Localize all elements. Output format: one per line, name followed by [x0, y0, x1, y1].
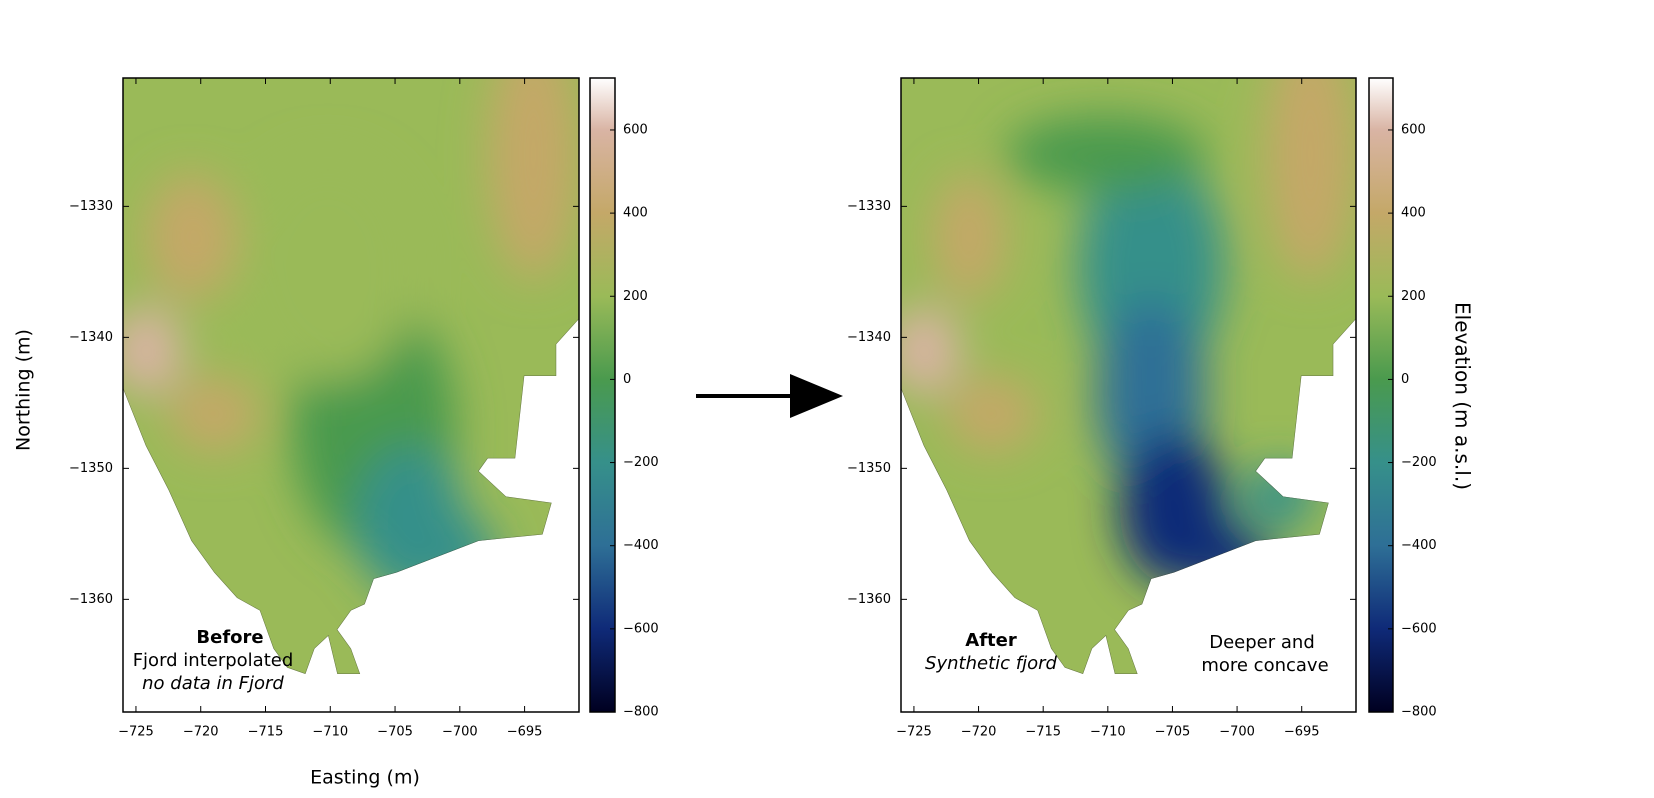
- axes-frame: [122, 77, 580, 713]
- elevation-area: [932, 173, 1006, 300]
- x-tick-label: −700: [1219, 725, 1255, 740]
- x-tick-label: −715: [248, 725, 284, 740]
- colorbar: [1368, 77, 1394, 713]
- x-tick-label: −700: [442, 725, 478, 740]
- elevation-area: [1119, 433, 1229, 586]
- elevation-map: [901, 78, 1356, 674]
- elevation-area: [237, 154, 420, 383]
- annotation: Before: [196, 627, 263, 648]
- colorbar-tick-label: −400: [623, 538, 659, 553]
- colorbar-tick-label: −400: [1401, 538, 1437, 553]
- x-tick-label: −715: [1025, 725, 1061, 740]
- elevation-area: [901, 306, 961, 395]
- colorbar-tick-label: 400: [1401, 206, 1426, 221]
- annotation: more concave: [1201, 655, 1328, 676]
- elevation-area: [1005, 116, 1206, 193]
- y-tick-label: −1340: [847, 330, 891, 345]
- arrow: [696, 374, 843, 418]
- x-tick-label: −720: [961, 725, 997, 740]
- colorbar-tick-label: 600: [1401, 122, 1426, 137]
- annotation: Deeper and: [1209, 632, 1315, 653]
- colorbar-tick-label: −800: [623, 705, 659, 720]
- annotation: no data in Fjord: [142, 673, 284, 694]
- x-tick-label: −725: [896, 725, 932, 740]
- axes-frame: [900, 77, 1357, 713]
- elevation-area: [405, 515, 497, 592]
- colorbar-tick-label: −600: [623, 621, 659, 636]
- x-tick-label: −720: [183, 725, 219, 740]
- colorbar-tick-label: 0: [1401, 372, 1409, 387]
- annotation: After: [965, 630, 1017, 651]
- colorbar-tick-label: 0: [623, 372, 631, 387]
- colorbar-tick-label: −600: [1401, 621, 1437, 636]
- y-tick-label: −1350: [847, 461, 891, 476]
- x-tick-label: −725: [118, 725, 154, 740]
- elevation-area: [123, 306, 183, 395]
- colorbar: [589, 77, 616, 713]
- elevation-area: [487, 78, 579, 281]
- y-tick-label: −1350: [69, 461, 113, 476]
- colorbar-tick-label: 600: [623, 122, 648, 137]
- y-tick-label: −1330: [847, 199, 891, 214]
- elevation-area: [1183, 528, 1275, 592]
- coast-outline: [123, 78, 579, 674]
- elevation-area: [168, 375, 260, 453]
- y-tick-label: −1360: [69, 592, 113, 607]
- x-tick-label: −695: [507, 725, 543, 740]
- colorbar-tick-label: 200: [1401, 289, 1426, 304]
- colorbar-tick-label: −200: [1401, 455, 1437, 470]
- y-tick-label: −1340: [69, 330, 113, 345]
- colorbar-tick-label: −800: [1401, 705, 1437, 720]
- x-tick-label: −705: [1155, 725, 1191, 740]
- colorbar-tick-label: 200: [623, 289, 648, 304]
- elevation-area: [145, 173, 237, 300]
- colorbar-tick-label: −200: [623, 455, 659, 470]
- x-tick-label: −705: [377, 725, 413, 740]
- x-tick-label: −695: [1284, 725, 1320, 740]
- colorbar-label: Elevation (m a.s.l.): [1451, 302, 1475, 490]
- x-tick-label: −710: [312, 725, 348, 740]
- colorbar-tick-label: 400: [623, 206, 648, 221]
- y-tick-label: −1360: [847, 592, 891, 607]
- elevation-map: [123, 78, 579, 674]
- annotation: Fjord interpolated: [133, 650, 294, 671]
- y-tick-label: −1330: [69, 199, 113, 214]
- x-axis-label: Easting (m): [310, 767, 420, 789]
- elevation-area: [1265, 78, 1356, 281]
- x-tick-label: −710: [1090, 725, 1126, 740]
- elevation-area: [1242, 464, 1316, 529]
- annotation: Synthetic fjord: [925, 653, 1057, 674]
- y-axis-label: Northing (m): [13, 329, 35, 451]
- elevation-area: [946, 375, 1038, 453]
